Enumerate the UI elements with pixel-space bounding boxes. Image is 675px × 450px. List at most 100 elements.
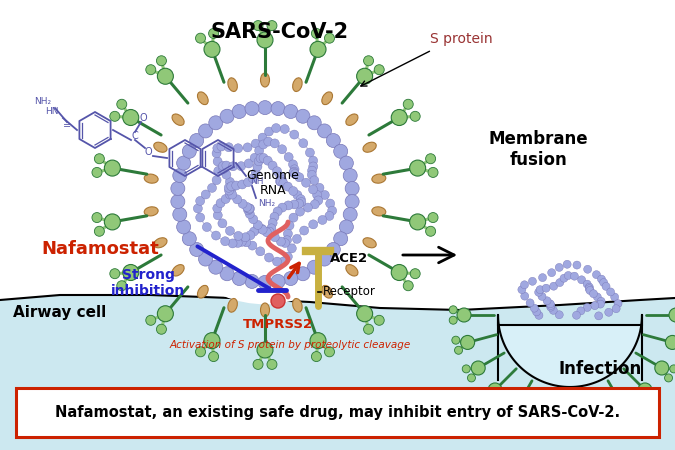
Circle shape [333,232,348,246]
Circle shape [572,311,580,319]
Circle shape [288,160,298,169]
Circle shape [321,190,329,199]
Circle shape [265,127,273,136]
Circle shape [207,184,217,193]
Circle shape [403,281,413,291]
Circle shape [547,302,555,310]
Circle shape [589,290,597,298]
Circle shape [308,185,317,194]
Circle shape [403,99,413,109]
Circle shape [271,124,281,133]
Circle shape [268,161,277,170]
Circle shape [318,216,327,225]
Circle shape [273,257,281,266]
Circle shape [460,335,475,350]
Circle shape [343,207,357,221]
Circle shape [250,153,259,162]
Circle shape [264,137,273,146]
Circle shape [343,169,357,183]
Circle shape [123,109,139,126]
Circle shape [245,204,254,213]
Ellipse shape [228,78,238,91]
Circle shape [146,315,156,325]
Circle shape [242,202,252,211]
Circle shape [583,303,591,311]
Circle shape [308,220,318,229]
Circle shape [310,41,326,57]
Circle shape [95,154,105,164]
Text: Strong
inhibition: Strong inhibition [111,268,185,298]
Ellipse shape [372,174,386,183]
Circle shape [426,226,435,236]
Circle shape [256,247,265,256]
Circle shape [345,194,359,208]
Circle shape [296,195,305,204]
Circle shape [311,351,321,361]
Circle shape [317,124,331,138]
Circle shape [273,207,282,216]
Circle shape [228,239,237,248]
Circle shape [241,233,250,242]
Circle shape [599,279,608,287]
Ellipse shape [172,265,184,276]
Circle shape [173,169,187,183]
Circle shape [601,423,610,431]
Circle shape [570,272,578,280]
Ellipse shape [322,92,333,105]
Circle shape [248,241,257,250]
Circle shape [270,212,279,221]
Circle shape [564,271,572,279]
Text: NH₂: NH₂ [258,199,275,208]
Circle shape [193,204,202,213]
Circle shape [257,225,267,234]
Circle shape [426,154,435,164]
Circle shape [146,65,156,75]
Circle shape [410,269,421,279]
Circle shape [173,207,187,221]
Circle shape [258,133,267,142]
Circle shape [518,286,526,294]
Circle shape [556,279,564,287]
Circle shape [245,210,254,219]
Text: Nafamostat: Nafamostat [41,240,159,258]
Circle shape [462,365,470,373]
Circle shape [595,312,603,320]
Circle shape [95,226,105,236]
Text: Genome
RNA: Genome RNA [246,169,300,197]
Circle shape [218,219,227,228]
Circle shape [410,214,426,230]
Circle shape [248,215,258,224]
Circle shape [105,160,120,176]
Circle shape [542,284,550,292]
Circle shape [229,162,238,171]
Circle shape [585,285,593,293]
Circle shape [244,159,253,168]
Circle shape [227,190,237,199]
Ellipse shape [363,238,376,248]
Circle shape [503,410,511,418]
Circle shape [547,269,556,277]
Ellipse shape [363,142,376,152]
Circle shape [251,168,261,177]
Circle shape [275,177,284,186]
Circle shape [209,351,219,361]
Circle shape [583,280,591,288]
Circle shape [410,111,421,122]
Circle shape [196,213,205,222]
Circle shape [251,139,261,148]
Circle shape [536,286,544,294]
Circle shape [591,425,599,433]
Circle shape [204,333,220,349]
Circle shape [182,144,196,158]
Text: O: O [139,113,147,123]
Circle shape [244,204,252,213]
Circle shape [110,111,119,122]
Ellipse shape [372,207,386,216]
Circle shape [246,204,254,213]
Circle shape [253,225,262,234]
Circle shape [277,177,286,186]
Circle shape [117,99,127,109]
Circle shape [277,237,286,246]
Circle shape [257,32,273,48]
Circle shape [232,104,246,118]
